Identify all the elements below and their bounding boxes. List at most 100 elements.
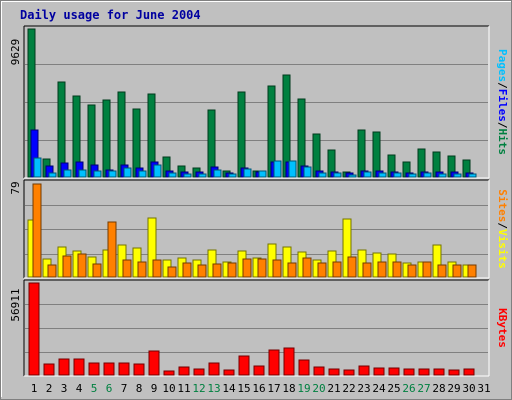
bar-sites-day-9	[152, 259, 162, 278]
bar-kbytes-day-10	[163, 370, 175, 376]
bar-sites-day-14	[227, 262, 237, 278]
bar-kbytes-day-14	[223, 369, 235, 376]
x-tick-label-day-19: 19	[297, 382, 310, 395]
bar-kbytes-day-26	[403, 368, 415, 376]
x-tick-label-day-25: 25	[387, 382, 400, 395]
right-legend-label: Pages/Files/Hits	[496, 49, 509, 155]
x-tick-label-day-14: 14	[222, 382, 236, 395]
legend-visits: Visits	[496, 229, 509, 269]
bar-kbytes-day-6	[103, 362, 115, 376]
chart-title: Daily usage for June 2004	[20, 8, 201, 22]
x-tick-label-day-31: 31	[477, 382, 490, 395]
x-tick-label-day-30: 30	[462, 382, 475, 395]
bar-sites-day-11	[182, 262, 192, 278]
bar-hits-day-23	[357, 129, 366, 178]
bar-hits-day-8	[132, 108, 141, 178]
bar-kbytes-day-23	[358, 365, 370, 376]
bar-sites-day-2	[47, 264, 57, 278]
bar-pages-day-22	[348, 174, 357, 178]
bar-sites-day-4	[77, 253, 87, 278]
bar-kbytes-day-5	[88, 362, 100, 376]
bar-pages-day-14	[228, 173, 237, 178]
bar-pages-day-24	[378, 172, 387, 178]
bar-sites-day-1	[32, 183, 42, 278]
bar-sites-day-22	[347, 256, 357, 278]
bar-pages-day-23	[363, 171, 372, 178]
bar-sites-day-15	[242, 258, 252, 278]
bar-sites-day-12	[197, 264, 207, 278]
bar-hits-day-24	[372, 131, 381, 178]
legend-pages: Pages	[496, 49, 509, 82]
bar-pages-day-18	[288, 160, 297, 178]
frame-highlight-left	[1, 1, 2, 397]
y-max-label: 9629	[9, 39, 22, 66]
bar-kbytes-day-13	[208, 362, 220, 376]
panel-visits-sites: 79 Sites/Visits	[9, 179, 509, 279]
legend-separator: /	[496, 222, 509, 229]
x-tick-label-day-28: 28	[432, 382, 445, 395]
bar-pages-day-1	[33, 157, 42, 178]
bar-kbytes-day-27	[418, 368, 430, 376]
bar-kbytes-day-11	[178, 366, 190, 376]
bar-pages-day-27	[423, 172, 432, 178]
bar-sites-day-7	[122, 259, 132, 278]
bar-sites-day-26	[407, 264, 417, 278]
bar-hits-day-19	[297, 98, 306, 178]
bar-kbytes-day-19	[298, 359, 310, 376]
bar-kbytes-day-1	[28, 282, 40, 376]
bar-kbytes-day-25	[388, 367, 400, 376]
y-max-label: 79	[9, 181, 22, 194]
x-tick-label-day-9: 9	[151, 382, 158, 395]
bar-pages-day-4	[78, 169, 87, 178]
bar-pages-day-25	[393, 172, 402, 178]
bar-sites-day-13	[212, 263, 222, 278]
bar-sites-day-24	[377, 261, 387, 278]
panel-kbytes: 56911 KBytes	[9, 279, 509, 377]
bar-visits-day-18	[282, 246, 292, 278]
bar-sites-day-23	[362, 262, 372, 278]
bar-hits-day-7	[117, 91, 126, 178]
y-max-label: 56911	[9, 288, 22, 321]
bar-kbytes-day-7	[118, 362, 130, 376]
bar-pages-day-5	[93, 170, 102, 178]
x-tick-label-day-24: 24	[372, 382, 386, 395]
bar-sites-day-21	[332, 261, 342, 278]
x-tick-label-day-26: 26	[402, 382, 415, 395]
bar-visits-day-9	[147, 217, 157, 278]
bar-kbytes-day-30	[463, 368, 475, 376]
bar-pages-day-28	[438, 173, 447, 178]
x-tick-label-day-8: 8	[136, 382, 143, 395]
bar-sites-day-6	[107, 221, 117, 278]
bar-kbytes-day-8	[133, 363, 145, 376]
bar-pages-day-7	[123, 167, 132, 178]
x-tick-label-day-13: 13	[207, 382, 220, 395]
bar-pages-day-3	[63, 169, 72, 178]
x-tick-label-day-16: 16	[252, 382, 265, 395]
x-tick-label-day-5: 5	[91, 382, 98, 395]
right-legend-label: KBytes	[496, 308, 509, 348]
x-tick-label-day-3: 3	[61, 382, 68, 395]
legend-files: Files	[496, 89, 509, 122]
bar-kbytes-day-29	[448, 369, 460, 376]
x-tick-label-day-2: 2	[46, 382, 53, 395]
bar-hits-day-15	[237, 91, 246, 178]
legend-kbytes: KBytes	[496, 308, 509, 348]
x-tick-label-day-21: 21	[327, 382, 340, 395]
bar-hits-day-6	[102, 99, 111, 178]
panel-hits-files-pages: 9629 Pages/Files/Hits	[9, 25, 509, 179]
x-tick-label-day-7: 7	[121, 382, 128, 395]
legend-separator: /	[496, 122, 509, 129]
bar-sites-day-3	[62, 255, 72, 278]
bar-kbytes-day-15	[238, 355, 250, 376]
bar-pages-day-20	[318, 172, 327, 178]
bar-kbytes-day-28	[433, 368, 445, 376]
x-tick-label-day-29: 29	[447, 382, 460, 395]
x-tick-label-day-10: 10	[162, 382, 175, 395]
bar-sites-day-25	[392, 261, 402, 278]
x-tick-label-day-1: 1	[31, 382, 38, 395]
bar-pages-day-16	[258, 170, 267, 178]
x-tick-label-day-22: 22	[342, 382, 355, 395]
bar-sites-day-30	[467, 264, 477, 278]
bar-sites-day-8	[137, 261, 147, 278]
bar-kbytes-day-3	[58, 358, 70, 376]
